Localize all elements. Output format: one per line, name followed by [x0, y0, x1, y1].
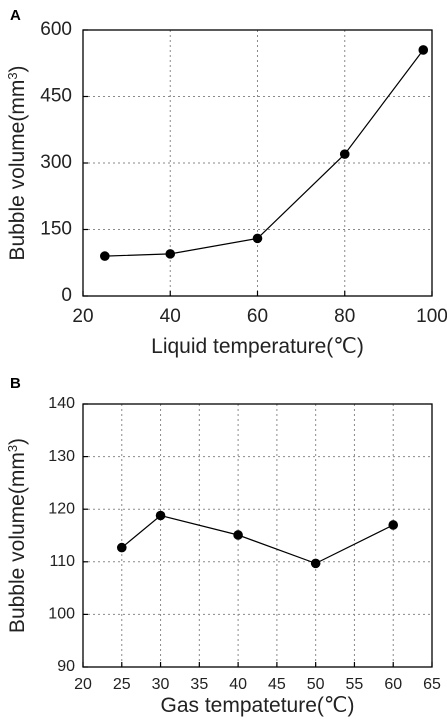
y-tick-label: 300: [40, 152, 72, 173]
y-tick-label: 600: [40, 19, 72, 40]
x-tick-label: 35: [190, 676, 208, 693]
data-point: [252, 233, 263, 244]
x-tick-label: 40: [229, 676, 247, 693]
y-axis-title: Bubble volume(mm3): [5, 438, 30, 633]
data-point: [155, 510, 166, 521]
y-tick-label: 450: [40, 86, 72, 107]
x-tick-label: 100: [416, 306, 447, 327]
y-tick-label: 110: [49, 553, 75, 570]
x-tick-label: 80: [334, 306, 355, 327]
plot-frame: [82, 403, 433, 668]
x-tick-label: 25: [113, 676, 131, 693]
panel-b-chart: B 20 25 30 35 40 45 50 55 60 65 90 100 110 120 130 140 Ga…: [5, 375, 442, 717]
data-point: [388, 520, 399, 530]
y-tick-label: 100: [48, 606, 75, 623]
y-tick-label: 150: [40, 219, 72, 240]
x-tick-label: 55: [346, 676, 364, 693]
data-point: [418, 45, 429, 55]
y-axis-title: Bubble volume(mm3): [5, 65, 30, 260]
x-tick-label: 60: [247, 306, 268, 327]
x-tick-label: 60: [384, 676, 402, 693]
x-axis-title: Gas tempateture(℃): [161, 694, 355, 717]
data-point: [100, 251, 110, 261]
data-point: [116, 542, 127, 553]
x-tick-label: 65: [423, 676, 441, 693]
x-tick-label: 20: [72, 306, 93, 327]
x-axis-title: Liquid temperature(℃): [151, 335, 364, 358]
series-line: [104, 49, 424, 257]
x-tick-label: 45: [268, 676, 286, 693]
panel-label: B: [10, 375, 21, 392]
y-tick-label: 0: [61, 285, 72, 306]
y-tick-label: 130: [48, 448, 75, 465]
series-line: [121, 514, 394, 565]
panel-a-chart: A 20 40 60 80 100 0 150 300 450 600 Liquid temperat…: [5, 7, 447, 358]
y-tick-label: 140: [48, 395, 75, 412]
data-point: [233, 530, 243, 540]
x-tick-label: 50: [307, 676, 325, 693]
data-point: [310, 558, 321, 569]
x-tick-label: 30: [152, 676, 170, 693]
y-tick-label: 120: [48, 500, 75, 517]
x-tick-label: 40: [160, 306, 181, 327]
y-tick-label: 90: [57, 658, 75, 675]
data-point: [339, 149, 350, 159]
panel-label: A: [10, 7, 21, 24]
x-tick-label: 20: [74, 676, 92, 693]
data-point: [165, 249, 176, 259]
